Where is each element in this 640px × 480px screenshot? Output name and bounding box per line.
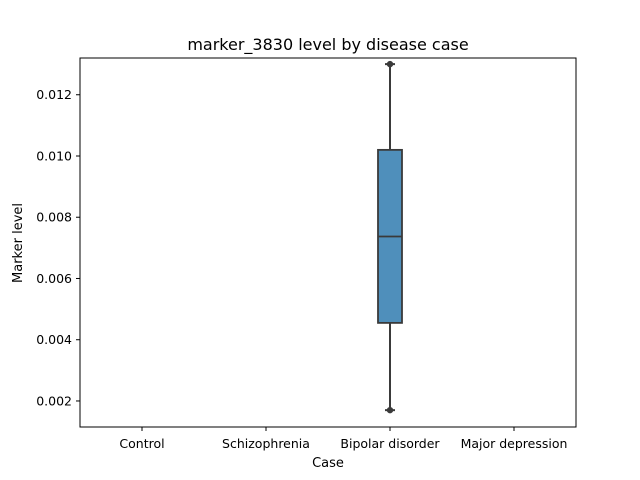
x-tick-label: Major depression — [461, 436, 568, 451]
x-axis-label: Case — [312, 456, 344, 471]
x-axis: Control Schizophrenia Bipolar disorder Majo… — [119, 427, 567, 451]
x-tick-label: Schizophrenia — [222, 436, 310, 451]
max-point — [386, 60, 394, 68]
y-tick-label: 0.010 — [36, 148, 72, 163]
x-tick-label: Bipolar disorder — [340, 436, 440, 451]
box-series — [377, 60, 403, 414]
y-tick-label: 0.012 — [36, 87, 72, 102]
y-axis: 0.002 0.004 0.006 0.008 0.010 0.012 — [36, 87, 80, 408]
y-tick-label: 0.004 — [36, 332, 72, 347]
y-tick-label: 0.002 — [36, 393, 72, 408]
box-bipolar-disorder — [377, 60, 403, 414]
y-tick-label: 0.006 — [36, 271, 72, 286]
chart-title: marker_3830 level by disease case — [187, 35, 468, 55]
plot-area — [79, 57, 577, 428]
y-tick-label: 0.008 — [36, 210, 72, 225]
x-tick-label: Control — [119, 436, 164, 451]
y-axis-label: Marker level — [11, 203, 26, 283]
min-point — [386, 406, 394, 414]
